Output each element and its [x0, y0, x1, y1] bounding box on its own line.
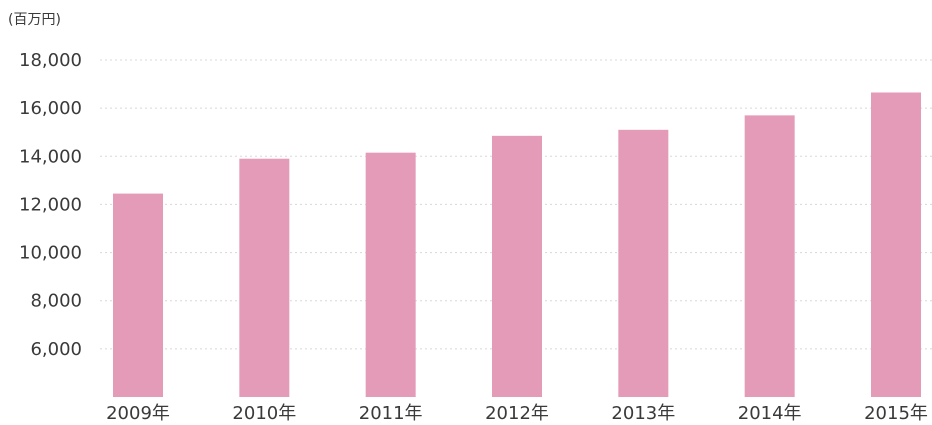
y-tick-label: 8,000	[30, 291, 82, 312]
bar	[239, 158, 290, 397]
x-tick-label: 2014年	[738, 403, 802, 424]
x-tick-label: 2012年	[485, 403, 549, 424]
y-tick-label: 14,000	[19, 146, 82, 167]
y-tick-label: 12,000	[19, 194, 82, 215]
bar	[113, 193, 163, 397]
y-tick-label: 10,000	[19, 243, 82, 264]
x-tick-label: 2009年	[106, 403, 170, 424]
x-tick-label: 2015年	[864, 403, 928, 424]
bars	[113, 92, 921, 398]
bar	[365, 152, 416, 397]
x-tick-label: 2013年	[611, 403, 675, 424]
y-axis-unit-label: (百万円)	[8, 12, 61, 28]
x-axis-ticks: 2009年 2010年 2011年 2012年 2013年 2014年 2015年	[106, 403, 928, 424]
bar	[618, 129, 669, 398]
x-tick-label: 2011年	[359, 403, 423, 424]
bar	[492, 135, 542, 397]
y-tick-label: 16,000	[19, 98, 82, 119]
x-tick-label: 2010年	[232, 403, 296, 424]
y-tick-label: 6,000	[30, 339, 82, 360]
bar	[744, 115, 795, 397]
y-tick-label: 18,000	[19, 50, 82, 71]
y-axis-ticks: 6,000 8,000 10,000 12,000 14,000 16,000 18,000	[19, 50, 82, 360]
bar	[871, 92, 921, 397]
